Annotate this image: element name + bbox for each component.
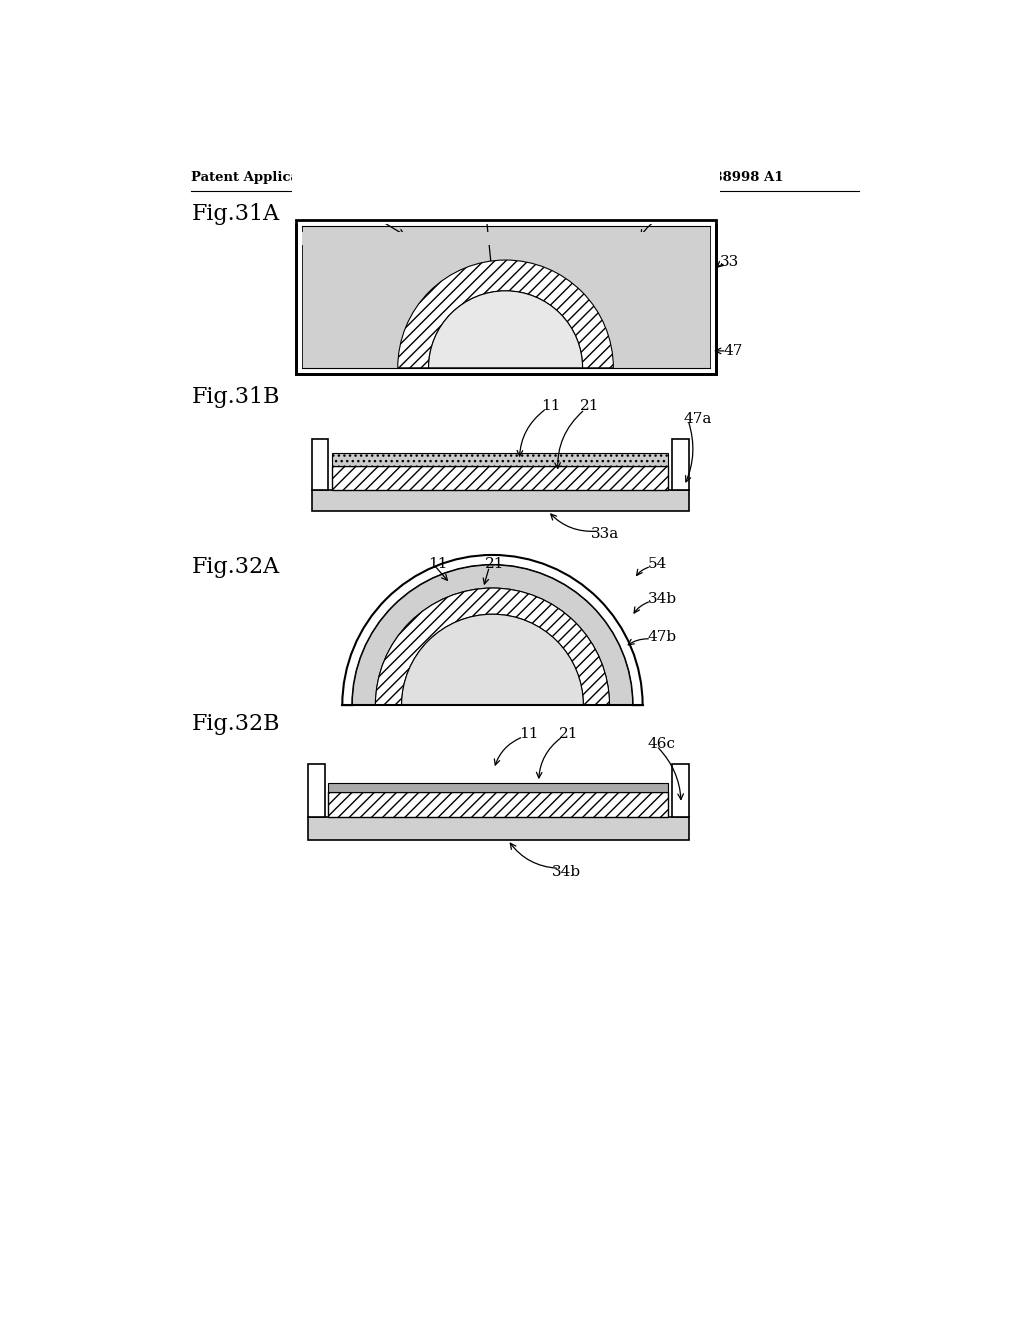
Bar [296,220,716,374]
Wedge shape [397,260,613,368]
Text: Patent Application Publication: Patent Application Publication [190,172,418,185]
Text: 54: 54 [648,557,668,572]
Bar [672,440,689,490]
Bar [307,817,689,840]
Text: 21: 21 [580,400,599,413]
Wedge shape [352,565,633,705]
Bar [296,220,716,374]
Text: 47b: 47b [648,631,677,644]
Text: 11: 11 [429,557,449,572]
Bar [329,792,668,817]
Text: Fig.31B: Fig.31B [193,387,281,408]
Wedge shape [342,554,643,705]
Text: 11: 11 [541,400,560,413]
Text: 47a: 47a [683,412,712,425]
Text: 34b: 34b [648,591,677,606]
Text: 11: 11 [519,727,539,742]
Text: 34b: 34b [552,865,581,879]
Wedge shape [429,290,583,368]
Wedge shape [339,552,646,705]
Text: 21: 21 [559,727,579,742]
Wedge shape [397,260,613,368]
Text: 11: 11 [366,207,385,220]
Text: Fig.31A: Fig.31A [193,203,281,224]
Bar [333,466,668,490]
Text: Fig.32B: Fig.32B [193,713,281,735]
Wedge shape [401,614,584,705]
Text: US 2010/0038998 A1: US 2010/0038998 A1 [628,172,783,185]
Wedge shape [376,589,609,705]
Bar [302,231,710,246]
Text: 33a: 33a [591,527,620,541]
Text: Feb. 18, 2010: Feb. 18, 2010 [416,172,515,185]
Bar [292,70,720,224]
Bar [672,764,689,817]
Bar [311,490,689,511]
Bar [302,226,710,368]
Bar [307,764,325,817]
Bar [333,453,668,466]
Text: 47: 47 [724,345,742,358]
Text: Sheet 14 of 25: Sheet 14 of 25 [513,172,621,185]
Text: 21: 21 [484,557,504,572]
Bar [311,440,329,490]
Text: 46c: 46c [648,737,676,751]
Text: 33: 33 [720,255,739,269]
Text: 53: 53 [658,207,677,220]
Text: Fig.32A: Fig.32A [193,556,281,578]
Bar [329,783,668,792]
Text: 21: 21 [481,207,501,220]
